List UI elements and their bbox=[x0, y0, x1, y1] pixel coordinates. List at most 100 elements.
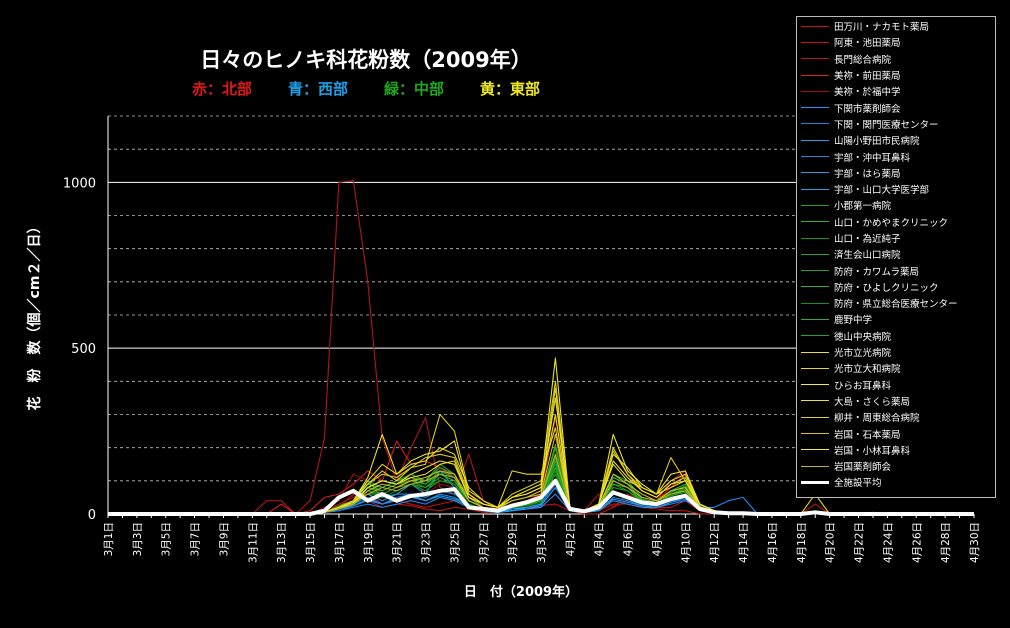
legend-label: 宇部・山口大学医学部 bbox=[834, 185, 930, 197]
legend-item: 宇部・山口大学医学部 bbox=[801, 181, 995, 197]
x-tick-label: 4月12日 bbox=[709, 522, 721, 563]
legend-label: 光市立光病院 bbox=[834, 348, 892, 360]
legend-item: 下関・関門医療センター bbox=[801, 116, 995, 132]
subtitle-region-4: 黄：東部 bbox=[480, 80, 541, 98]
x-tick-label: 3月1日 bbox=[103, 522, 115, 556]
x-tick-label: 4月22日 bbox=[854, 522, 866, 563]
legend-swatch bbox=[801, 172, 829, 174]
legend-item: 全施設平均 bbox=[801, 474, 995, 490]
x-tick-label: 3月7日 bbox=[190, 522, 202, 556]
legend-label: 美祢・前田薬局 bbox=[834, 71, 901, 83]
x-tick-label: 4月2日 bbox=[565, 522, 577, 556]
legend-label: 岩国・小林耳鼻科 bbox=[834, 445, 911, 457]
x-tick-label: 4月20日 bbox=[825, 522, 837, 563]
legend-item: 美祢・前田薬局 bbox=[801, 67, 995, 83]
legend-swatch bbox=[801, 384, 829, 386]
x-tick-label: 3月11日 bbox=[247, 522, 259, 563]
x-tick-label: 4月10日 bbox=[680, 522, 692, 563]
legend-label: 宇部・沖中耳鼻科 bbox=[834, 152, 911, 164]
legend-label: 防府・県立総合医療センター bbox=[834, 299, 958, 311]
legend-item: 大島・さくら薬局 bbox=[801, 393, 995, 409]
legend-item: 防府・県立総合医療センター bbox=[801, 295, 995, 311]
x-tick-label: 3月29日 bbox=[507, 522, 519, 563]
legend-item: 防府・カワムラ薬局 bbox=[801, 262, 995, 278]
legend-swatch bbox=[801, 416, 829, 418]
legend-item: 岩国薬剤師会 bbox=[801, 458, 995, 474]
x-tick-label: 4月4日 bbox=[594, 522, 606, 556]
legend-item: 光市立大和病院 bbox=[801, 360, 995, 376]
x-tick-label: 4月16日 bbox=[767, 522, 779, 563]
legend-swatch bbox=[801, 270, 829, 272]
legend-item: 済生会山口病院 bbox=[801, 246, 995, 262]
legend-label: 鹿野中学 bbox=[834, 315, 873, 327]
legend-swatch bbox=[801, 107, 829, 109]
legend-swatch bbox=[801, 221, 829, 223]
legend-item: 山陽小野田市民病院 bbox=[801, 132, 995, 148]
legend-item: 岩国・石本薬局 bbox=[801, 425, 995, 441]
x-tick-label: 3月19日 bbox=[363, 522, 375, 563]
legend-label: 下関市薬剤師会 bbox=[834, 103, 901, 115]
legend-swatch bbox=[801, 123, 829, 125]
y-tick-label: 500 bbox=[71, 342, 96, 357]
legend-swatch bbox=[801, 367, 829, 369]
legend-swatch bbox=[801, 351, 829, 353]
legend-label: 宇部・はら薬局 bbox=[834, 168, 901, 180]
legend-swatch bbox=[801, 74, 829, 76]
legend-item: 山口・かめやまクリニック bbox=[801, 214, 995, 230]
legend-item: 長門総合病院 bbox=[801, 51, 995, 67]
legend-label: 田万川・ナカモト薬局 bbox=[834, 22, 930, 34]
legend-swatch bbox=[801, 286, 829, 288]
legend-swatch bbox=[801, 156, 829, 158]
y-axis-label: 花 粉 数（個／cm２／日） bbox=[26, 220, 43, 411]
subtitle-region-1: 赤：北部 bbox=[191, 80, 252, 98]
legend-swatch bbox=[801, 302, 829, 304]
legend-label: 岩国・石本薬局 bbox=[834, 429, 901, 441]
legend-label: 済生会山口病院 bbox=[834, 250, 901, 262]
chart-legend: 田万川・ナカモト薬局 阿東・池田薬局 長門総合病院 美祢・前田薬局 美祢・於福中学 下関市… bbox=[796, 16, 996, 498]
legend-swatch bbox=[801, 204, 829, 206]
legend-swatch bbox=[801, 253, 829, 255]
legend-swatch bbox=[801, 58, 829, 60]
legend-label: 全施設平均 bbox=[834, 478, 882, 490]
legend-label: 岩国薬剤師会 bbox=[834, 462, 892, 474]
x-tick-label: 4月30日 bbox=[969, 522, 981, 563]
legend-item: 美祢・於福中学 bbox=[801, 83, 995, 99]
legend-swatch bbox=[801, 433, 829, 435]
legend-item: 宇部・はら薬局 bbox=[801, 165, 995, 181]
legend-item: 宇部・沖中耳鼻科 bbox=[801, 148, 995, 164]
legend-swatch bbox=[801, 465, 829, 467]
x-tick-label: 3月27日 bbox=[478, 522, 490, 563]
legend-label: 山口・為近純子 bbox=[834, 234, 901, 245]
legend-label: 光市立大和病院 bbox=[834, 364, 901, 376]
subtitle-region-2: 青：西部 bbox=[287, 80, 348, 98]
x-tick-label: 3月31日 bbox=[536, 522, 548, 563]
legend-item: 光市立光病院 bbox=[801, 344, 995, 360]
x-tick-label: 4月6日 bbox=[623, 522, 635, 556]
legend-item: ひらお耳鼻科 bbox=[801, 377, 995, 393]
legend-label: 防府・カワムラ薬局 bbox=[834, 266, 920, 278]
legend-item: 柳井・周東総合病院 bbox=[801, 409, 995, 425]
x-tick-label: 4月28日 bbox=[940, 522, 952, 563]
legend-label: 小郡第一病院 bbox=[834, 201, 892, 213]
x-tick-label: 4月24日 bbox=[882, 522, 894, 563]
legend-swatch bbox=[801, 480, 829, 484]
legend-item: 田万川・ナカモト薬局 bbox=[801, 18, 995, 34]
legend-item: 徳山中央病院 bbox=[801, 328, 995, 344]
x-tick-label: 3月25日 bbox=[449, 522, 461, 563]
legend-swatch bbox=[801, 188, 829, 190]
legend-swatch bbox=[801, 318, 829, 320]
legend-label: 長門総合病院 bbox=[834, 54, 892, 66]
legend-swatch bbox=[801, 400, 829, 402]
x-tick-label: 3月21日 bbox=[392, 522, 404, 563]
x-tick-label: 3月23日 bbox=[421, 522, 433, 563]
legend-item: 小郡第一病院 bbox=[801, 197, 995, 213]
legend-swatch bbox=[801, 139, 829, 141]
x-tick-label: 3月17日 bbox=[334, 522, 346, 563]
chart-title: 日々のヒノキ科花粉数（2009年） bbox=[200, 48, 532, 72]
legend-swatch bbox=[801, 449, 829, 451]
legend-label: ひらお耳鼻科 bbox=[834, 380, 892, 392]
x-tick-label: 4月14日 bbox=[738, 522, 750, 563]
x-tick-label: 3月5日 bbox=[161, 522, 173, 556]
chart-subtitle: 赤：北部 青：西部 緑：中部 黄：東部 bbox=[6, 78, 726, 99]
legend-item: 下関市薬剤師会 bbox=[801, 99, 995, 115]
